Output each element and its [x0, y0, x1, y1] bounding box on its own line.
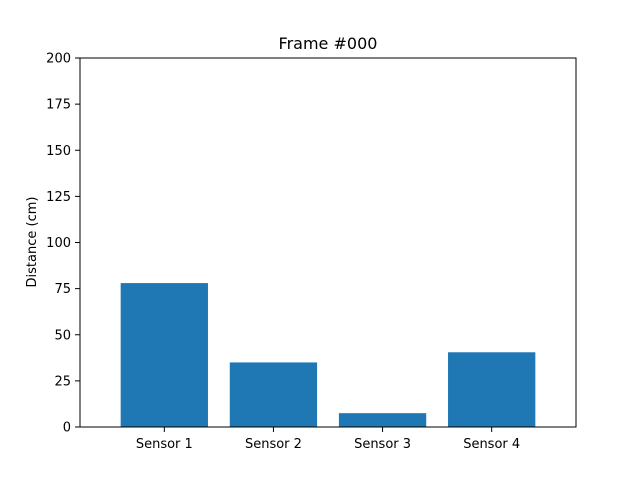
y-tick-label: 150	[46, 144, 71, 159]
bar-sensor-3	[338, 413, 427, 427]
x-tick-label: Sensor 4	[463, 437, 520, 452]
y-tick-label: 75	[54, 282, 71, 297]
x-tick-label: Sensor 3	[354, 437, 411, 452]
y-tick-label: 125	[46, 190, 71, 205]
y-tick-label: 0	[63, 421, 71, 436]
y-axis: 0 25 50 75 100 125 150 175 200	[46, 52, 80, 436]
bar-sensor-1	[120, 283, 208, 427]
y-tick-label: 100	[46, 236, 71, 251]
bar-sensor-4	[448, 352, 536, 427]
y-tick-label: 175	[46, 98, 71, 113]
y-tick-label: 25	[54, 374, 71, 389]
y-axis-title: Distance (cm)	[25, 197, 40, 288]
x-axis: Sensor 1 Sensor 2 Sensor 3 Sensor 4	[136, 427, 520, 452]
x-tick-label: Sensor 1	[136, 437, 193, 452]
y-tick-label: 200	[46, 52, 71, 67]
chart-title: Frame #000	[279, 34, 378, 53]
plot-frame	[79, 57, 577, 428]
bars-group	[120, 283, 536, 427]
bar-sensor-2	[229, 362, 318, 427]
x-tick-label: Sensor 2	[245, 437, 302, 452]
y-tick-label: 50	[54, 328, 71, 343]
